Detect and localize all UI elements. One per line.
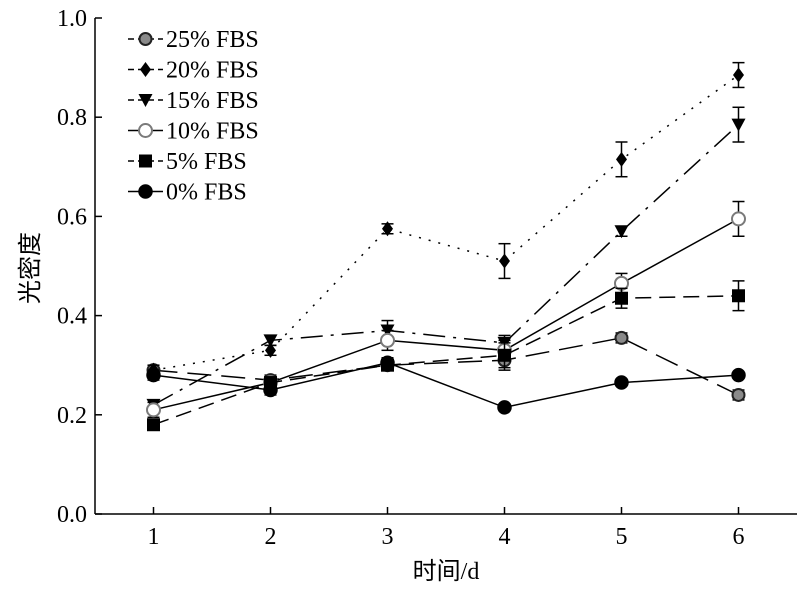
data-point bbox=[146, 402, 161, 418]
series-line bbox=[153, 295, 739, 426]
y-tick-label: 0.8 bbox=[57, 105, 87, 131]
data-point bbox=[263, 382, 278, 398]
legend-marker bbox=[138, 184, 153, 199]
legend-marker bbox=[138, 32, 153, 46]
series-5 bbox=[147, 280, 745, 432]
data-point bbox=[265, 342, 276, 358]
x-tick-label: 1 bbox=[148, 524, 160, 550]
data-point bbox=[146, 367, 161, 383]
data-point bbox=[147, 418, 160, 432]
legend-item: 15% FBS bbox=[128, 88, 259, 114]
x-tick-label: 5 bbox=[616, 524, 628, 550]
x-tick-label: 2 bbox=[265, 524, 277, 550]
series-line bbox=[153, 361, 739, 409]
data-point bbox=[382, 221, 393, 237]
data-point bbox=[615, 291, 628, 305]
y-tick-label: 0.6 bbox=[57, 204, 87, 230]
legend-marker bbox=[140, 62, 151, 77]
y-axis-title: 光密度 bbox=[17, 232, 44, 304]
y-tick-label: 0.0 bbox=[57, 502, 87, 528]
data-point bbox=[733, 67, 744, 83]
series-layer bbox=[146, 61, 746, 432]
y-tick-label: 1.0 bbox=[57, 6, 87, 32]
data-point bbox=[498, 348, 511, 362]
legend-item: 0% FBS bbox=[128, 180, 247, 206]
data-point bbox=[731, 118, 746, 132]
data-point bbox=[731, 211, 746, 227]
series-line bbox=[153, 337, 739, 396]
data-point bbox=[732, 289, 745, 303]
data-point bbox=[731, 387, 746, 402]
x-axis-title: 时间/d bbox=[413, 558, 480, 585]
x-tick-label: 6 bbox=[733, 524, 745, 550]
legend-label: 25% FBS bbox=[166, 27, 259, 53]
data-point bbox=[380, 355, 395, 370]
axes-layer: 0.0 0.2 0.4 0.6 0.8 1.0 1 2 3 4 5 6 bbox=[57, 6, 797, 550]
legend-item: 25% FBS bbox=[128, 27, 259, 53]
data-point bbox=[731, 367, 746, 383]
series-6 bbox=[146, 355, 746, 415]
x-tick-label: 3 bbox=[382, 524, 394, 550]
data-point bbox=[614, 375, 629, 390]
legend-item: 10% FBS bbox=[128, 119, 259, 145]
legend-label: 0% FBS bbox=[166, 180, 247, 206]
legend-label: 10% FBS bbox=[166, 119, 259, 145]
legend-label: 20% FBS bbox=[166, 58, 259, 84]
legend-item: 5% FBS bbox=[128, 149, 247, 175]
data-point bbox=[614, 330, 629, 345]
data-point bbox=[497, 400, 512, 415]
data-point bbox=[380, 332, 395, 348]
x-tick-label: 4 bbox=[499, 524, 511, 550]
data-point bbox=[616, 151, 627, 167]
data-point bbox=[614, 225, 629, 239]
data-point bbox=[263, 334, 278, 348]
legend-marker bbox=[138, 123, 153, 138]
legend-marker bbox=[139, 154, 152, 168]
legend-label: 5% FBS bbox=[166, 149, 247, 175]
legend-item: 20% FBS bbox=[128, 58, 259, 84]
data-point bbox=[499, 253, 510, 269]
y-tick-label: 0.2 bbox=[57, 403, 87, 429]
legend-label: 15% FBS bbox=[166, 88, 259, 114]
legend: 25% FBS 20% FBS 15% FBS 10% FBS 5% FBS 0% FBS bbox=[128, 27, 259, 206]
y-tick-label: 0.4 bbox=[57, 304, 87, 330]
legend-marker bbox=[138, 94, 153, 107]
